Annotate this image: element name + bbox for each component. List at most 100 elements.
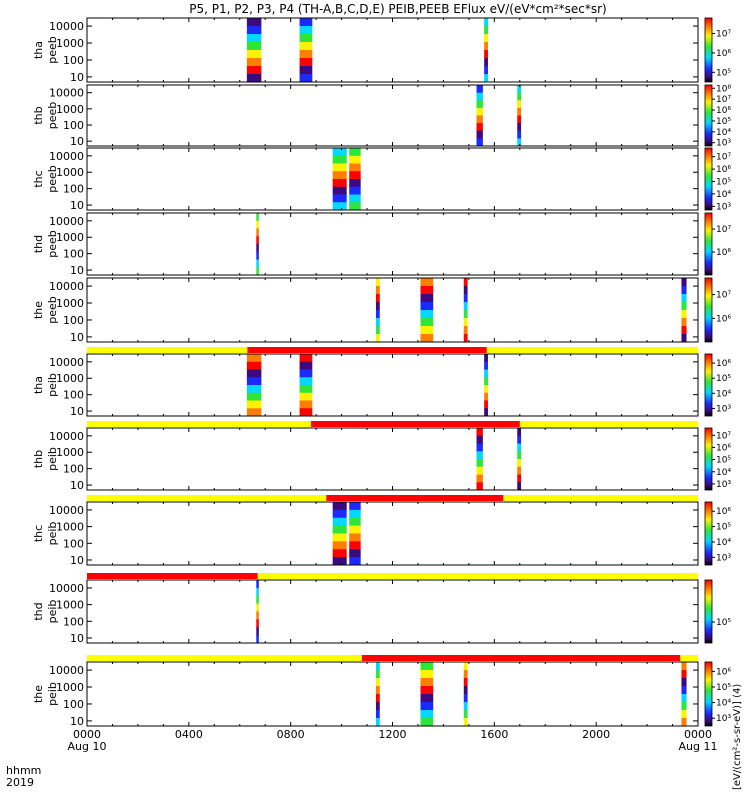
colorbar-tick-label: 10⁶	[716, 314, 731, 324]
data-block-1-band-4	[420, 310, 434, 319]
colorbar-tick-label: 10⁶	[716, 248, 731, 258]
colorbar-tick-label: 10³	[716, 480, 731, 490]
data-block-2-band-6	[463, 326, 468, 335]
y-tick-label: 100	[63, 248, 84, 261]
data-block-1-band-2	[299, 369, 313, 378]
data-block-0-band-3	[246, 377, 262, 386]
panel-label-probe: tha	[32, 41, 45, 59]
y-tick-label: 10	[70, 331, 84, 344]
data-block-1-band-4	[349, 179, 361, 188]
y-tick-label: 100	[63, 54, 84, 67]
data-block-1-band-2	[349, 163, 361, 172]
data-block-0-band-3	[332, 171, 347, 180]
data-block-1-band-3	[349, 171, 361, 180]
colorbar-tick-label: 10⁸	[716, 84, 731, 94]
data-block-0-band-1	[375, 670, 380, 679]
y-tick-label: 1000	[56, 681, 84, 694]
data-block-1-band-6	[420, 710, 434, 719]
y-tick-label: 10	[70, 632, 84, 645]
colorbar-tick-label: 10³	[716, 714, 731, 724]
data-block-1-band-6	[517, 130, 522, 139]
data-block-2-band-3	[484, 42, 488, 51]
panel-thd-peib: 10 100 1000 10000 thd peib 10⁵	[32, 573, 731, 645]
data-block-2-band-0	[463, 278, 468, 287]
data-block-2-band-7	[484, 408, 488, 417]
data-block-2-band-5	[484, 392, 488, 401]
data-block-1-band-6	[349, 194, 361, 203]
data-block-0-band-5	[375, 702, 380, 711]
data-block-1-band-7	[420, 718, 434, 727]
data-block-1-band-2	[349, 517, 361, 527]
colorbar-tick-label: 10⁴	[716, 538, 731, 548]
data-block-2-band-0	[484, 354, 488, 363]
data-block-0-band-7	[375, 718, 380, 727]
data-block-2-band-2	[484, 34, 488, 43]
panel-thb-peib: 10 100 1000 10000 thb peib 10⁷ 10⁶ 10⁵ 10⁴ 10³	[32, 421, 731, 492]
y-tick-label: 100	[63, 183, 84, 196]
data-block-1-band-7	[299, 408, 313, 417]
data-block-0-band-3	[256, 236, 259, 245]
data-block-0-band-5	[256, 251, 259, 260]
y-tick-label: 100	[63, 314, 84, 327]
data-block-0-band-7	[256, 267, 259, 276]
colorbar-tick-label: 10⁵	[716, 523, 731, 533]
data-block-1-band-4	[517, 115, 522, 124]
data-block-1-band-3	[420, 302, 434, 311]
data-block-0-band-7	[332, 557, 347, 566]
data-block-1-band-0	[420, 662, 434, 671]
data-block-0-band-6	[332, 549, 347, 558]
x-tick-label: 2000	[582, 728, 610, 741]
data-block-1-band-7	[349, 557, 361, 566]
panel-label-product: peib	[46, 522, 59, 546]
data-block-3-band-3	[681, 302, 687, 311]
data-block-0-band-1	[246, 361, 262, 370]
data-block-3-band-5	[681, 318, 687, 327]
data-block-0-band-2	[332, 517, 347, 527]
data-block-0-band-5	[375, 318, 380, 327]
colorbar-tick-label: 10⁶	[716, 443, 731, 453]
y-tick-label: 10	[70, 479, 84, 492]
data-block-1-band-2	[420, 294, 434, 303]
y-tick-label: 1000	[56, 521, 84, 534]
panel-label-product: peeb	[46, 230, 59, 258]
data-block-1-band-1	[420, 286, 434, 295]
x-date-label: Aug 11	[679, 740, 718, 753]
y-tick-label: 100	[63, 463, 84, 476]
data-block-0-band-5	[476, 466, 483, 475]
colorbar-tick-label: 10³	[716, 139, 731, 149]
data-block-3-band-0	[681, 662, 687, 671]
data-block-1-band-0	[299, 354, 313, 363]
data-block-0-band-2	[256, 595, 259, 605]
x-tick-label: 1200	[379, 728, 407, 741]
colorbar	[704, 147, 713, 211]
y-tick-label: 10000	[49, 504, 84, 517]
colorbar-tick-label: 10⁶	[716, 49, 731, 59]
data-block-1-band-5	[517, 466, 522, 475]
colorbar-tick-label: 10⁵	[716, 683, 731, 693]
data-block-0-band-0	[375, 662, 380, 671]
data-block-0-band-1	[246, 26, 262, 35]
data-block-0-band-1	[375, 286, 380, 295]
data-block-1-band-1	[349, 509, 361, 519]
data-block-1-band-5	[420, 318, 434, 327]
data-block-0-band-4	[375, 694, 380, 703]
y-tick-label: 1000	[56, 372, 84, 385]
data-block-0-band-1	[332, 155, 347, 164]
panel-the-peib: 10 100 1000 10000 the peib 10⁶ 10⁵ 10⁴ 10³	[32, 655, 731, 728]
data-block-1-band-3	[349, 525, 361, 534]
data-block-1-band-7	[349, 202, 361, 211]
colorbar-tick-label: 10⁷	[716, 30, 731, 40]
panel-frame	[86, 147, 699, 211]
panel-thc-peib: 10 100 1000 10000 thc peib 10⁶ 10⁵ 10⁴ 10³	[32, 495, 731, 567]
data-block-2-band-4	[463, 694, 468, 703]
colorbar	[704, 212, 713, 276]
data-block-0-band-6	[476, 130, 483, 139]
y-tick-label: 10000	[49, 582, 84, 595]
data-block-3-band-6	[681, 326, 687, 335]
y-tick-label: 1000	[56, 446, 84, 459]
data-block-1-band-5	[299, 392, 313, 401]
data-block-0-band-6	[256, 259, 259, 268]
data-block-1-band-3	[420, 686, 434, 695]
data-block-2-band-2	[463, 678, 468, 687]
data-block-0-band-0	[375, 278, 380, 287]
